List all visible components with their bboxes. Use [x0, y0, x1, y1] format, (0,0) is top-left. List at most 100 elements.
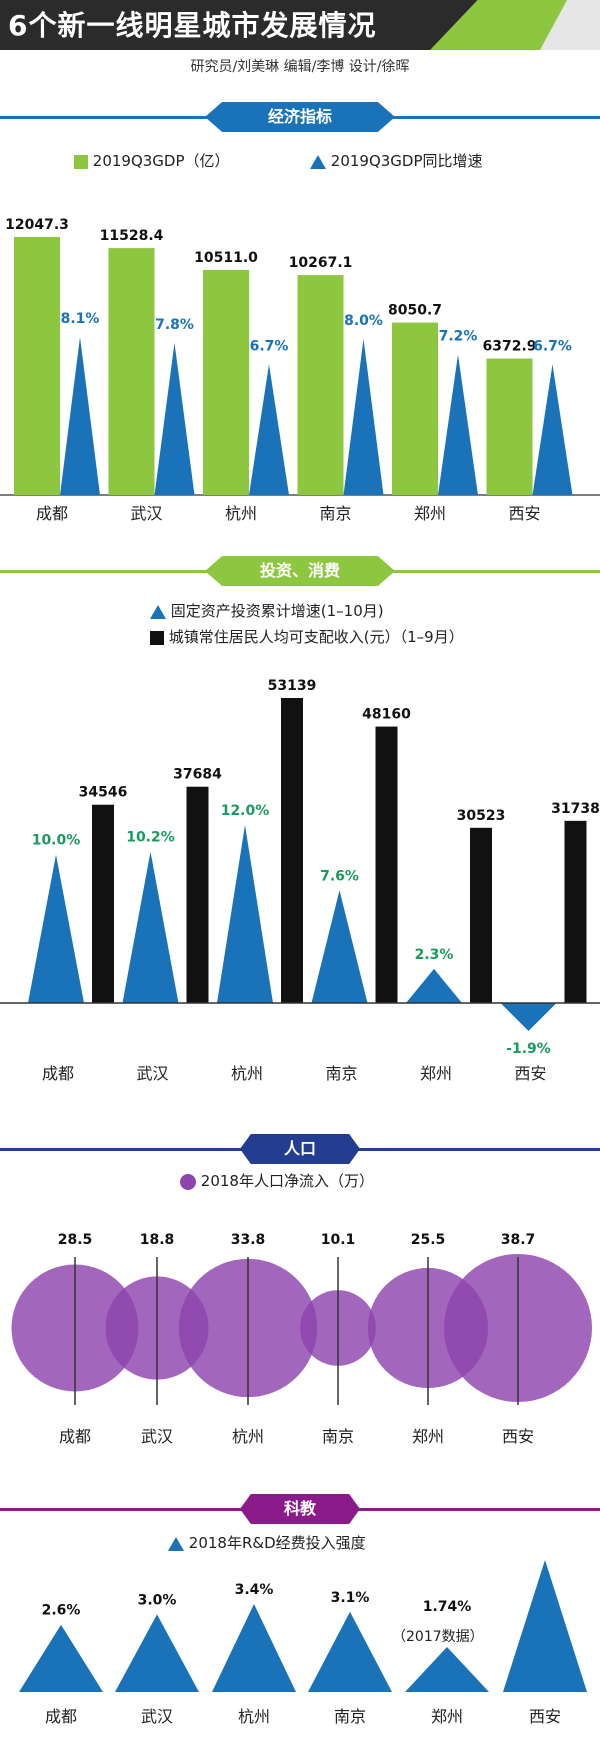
blue-triangle-icon	[310, 154, 326, 169]
invest-triangle	[122, 851, 179, 1003]
economy-legend-growth-label: 2019Q3GDP同比增速	[330, 152, 483, 170]
city-tick-label: 成都	[36, 504, 68, 523]
rd-section-tag: 科教	[240, 1494, 360, 1524]
income-bar	[92, 804, 114, 1003]
invest-growth-label: 10.2%	[126, 830, 175, 846]
city-tick-label: 成都	[45, 1707, 77, 1726]
city-tick-label: 武汉	[130, 504, 162, 523]
rd-value-label: 1.74%	[423, 1599, 472, 1615]
population-value-label: 33.8	[231, 1232, 266, 1248]
gdp-bar	[203, 269, 249, 495]
population-value-label: 18.8	[140, 1232, 175, 1248]
invest-section-tag: 投资、消费	[205, 556, 395, 586]
green-square-icon	[74, 154, 88, 169]
economy-legend-gdp: 2019Q3GDP（亿）	[74, 150, 230, 171]
city-tick-label: 杭州	[232, 1427, 264, 1446]
economy-legend-growth: 2019Q3GDP同比增速	[310, 150, 483, 171]
gdp-bar-label: 11528.4	[100, 228, 164, 244]
city-tick-label: 郑州	[412, 1427, 444, 1446]
invest-triangle	[28, 854, 84, 1003]
gdp-bar	[108, 248, 155, 495]
income-bar-label: 48160	[362, 707, 411, 723]
rd-triangle	[115, 1614, 199, 1692]
city-tick-label: 西安	[529, 1707, 561, 1726]
invest-growth-label: 7.6%	[320, 868, 359, 884]
gdp-bar	[486, 358, 533, 495]
blue-triangle-icon	[150, 604, 166, 619]
population-value-label: 25.5	[411, 1232, 446, 1248]
rd-value-label: 3.1%	[331, 1590, 370, 1606]
income-bar	[186, 786, 209, 1003]
rd-value-label: 2.6%	[42, 1603, 81, 1619]
invest-triangle	[217, 825, 273, 1003]
invest-legend-growth-label: 固定资产投资累计增速(1–10月)	[170, 602, 384, 620]
income-bar	[564, 820, 587, 1003]
invest-legend-growth: 固定资产投资累计增速(1–10月)	[150, 600, 384, 621]
invest-legend-income: 城镇常住居民人均可支配收入(元）（1–9月）	[150, 626, 464, 647]
blue-triangle-icon	[168, 1536, 184, 1551]
invest-triangle	[500, 1003, 557, 1031]
gdp-bar-label: 12047.3	[5, 217, 69, 233]
growth-label: 8.0%	[344, 313, 383, 329]
population-legend: 2018年人口净流入（万）	[180, 1170, 374, 1191]
growth-triangle	[154, 342, 195, 495]
city-tick-label: 南京	[325, 1064, 357, 1083]
income-bar	[470, 827, 492, 1003]
rd-value-label: 3.4%	[235, 1582, 274, 1598]
city-tick-label: 武汉	[141, 1427, 173, 1446]
purple-circle-icon	[180, 1173, 196, 1190]
invest-growth-label: 2.3%	[415, 947, 454, 963]
income-bar-label: 34546	[79, 785, 128, 801]
income-bar-label: 30523	[457, 808, 506, 824]
economy-legend-gdp-label: 2019Q3GDP（亿）	[92, 152, 230, 170]
city-tick-label: 杭州	[225, 504, 257, 523]
growth-triangle	[343, 338, 384, 495]
city-tick-label: 南京	[322, 1427, 354, 1446]
city-tick-label: 郑州	[431, 1707, 463, 1726]
city-tick-label: 成都	[42, 1064, 74, 1083]
rd-triangle	[212, 1604, 296, 1692]
growth-label: 7.2%	[439, 329, 478, 345]
population-section-tag: 人口	[240, 1134, 360, 1164]
economy-section-tag: 经济指标	[205, 102, 395, 132]
city-tick-label: 南京	[334, 1707, 366, 1726]
rd-chart: 2.6%成都3.0%武汉3.4%杭州3.1%南京1.74%郑州5.1%西安	[19, 1560, 587, 1726]
rd-value-label: 3.0%	[138, 1592, 177, 1608]
rd-triangle	[308, 1611, 392, 1692]
growth-triangle	[532, 364, 573, 495]
population-value-label: 10.1	[321, 1232, 356, 1248]
gdp-bar-label: 10267.1	[289, 255, 353, 271]
growth-triangle	[438, 354, 478, 495]
invest-triangle	[406, 968, 462, 1003]
population-legend-label: 2018年人口净流入（万）	[200, 1172, 374, 1190]
population-value-label: 28.5	[58, 1232, 93, 1248]
gdp-bar-label: 10511.0	[194, 250, 258, 266]
gdp-bar	[14, 237, 60, 495]
gdp-bar	[392, 322, 438, 495]
city-tick-label: 郑州	[420, 1064, 452, 1083]
income-bar-label: 31738	[551, 801, 600, 817]
income-bar	[281, 698, 303, 1003]
city-tick-label: 南京	[319, 504, 351, 523]
growth-triangle	[249, 364, 289, 495]
page-title: 6个新一线明星城市发展情况	[8, 9, 377, 42]
growth-label: 8.1%	[61, 311, 100, 327]
invest-growth-label: 12.0%	[221, 803, 270, 819]
credits: 研究员/刘美琳 编辑/李博 设计/徐晖	[190, 59, 410, 75]
invest-triangle	[311, 890, 368, 1003]
city-tick-label: 杭州	[238, 1707, 270, 1726]
city-tick-label: 成都	[59, 1427, 91, 1446]
growth-label: 6.7%	[250, 338, 289, 354]
invest-legend-income-label: 城镇常住居民人均可支配收入(元）（1–9月）	[168, 628, 464, 646]
rd-triangle	[405, 1646, 489, 1692]
economy-chart: 12047.3 8.1% 成都 11528.4 7.8% 武汉 10511.0 6.7% 杭州 1…	[0, 217, 600, 523]
income-bar-label: 37684	[173, 767, 222, 783]
city-tick-label: 武汉	[141, 1707, 173, 1726]
income-bar	[375, 726, 398, 1003]
header-bar: 6个新一线明星城市发展情况	[0, 0, 600, 50]
rd-triangle	[503, 1560, 587, 1692]
city-tick-label: 西安	[514, 1064, 546, 1083]
gdp-bar-label: 6372.9	[482, 339, 536, 355]
rd-legend-label: 2018年R&D经费投入强度	[188, 1534, 366, 1552]
gdp-bar	[297, 275, 344, 495]
